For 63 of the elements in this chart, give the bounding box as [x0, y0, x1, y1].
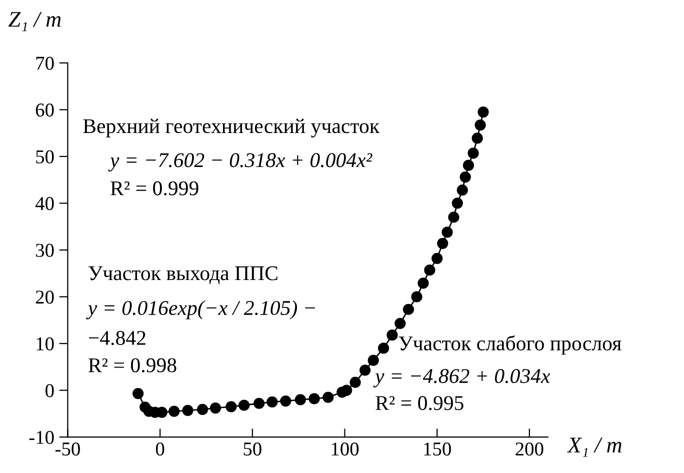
- point: [322, 392, 334, 403]
- point: [452, 198, 463, 209]
- x-tick-label: 200: [516, 442, 544, 456]
- point: [238, 400, 250, 411]
- y-axis-title: Z₁ / m: [8, 12, 61, 32]
- annotation: y = −4.862 + 0.034x: [373, 369, 550, 388]
- y-tick-label: -10: [29, 430, 54, 444]
- annotation: −4.842: [88, 330, 146, 346]
- point: [341, 384, 352, 396]
- annotation: R² = 0.999: [110, 181, 198, 196]
- annotation: Верхний геотехнический участок: [83, 118, 380, 138]
- point: [411, 291, 422, 302]
- annotation: Участок слабого прослоя: [398, 335, 622, 355]
- point: [394, 318, 406, 329]
- point: [226, 401, 237, 412]
- x-tick-label: -50: [55, 442, 80, 456]
- y-tick-label: 30: [36, 244, 54, 257]
- point: [266, 396, 278, 408]
- point: [424, 264, 436, 276]
- point: [386, 330, 398, 341]
- point: [442, 226, 453, 238]
- y-tick-label: 50: [36, 150, 54, 164]
- point: [294, 394, 306, 406]
- point: [308, 393, 320, 404]
- point: [448, 212, 460, 223]
- point: [132, 388, 144, 400]
- point: [196, 404, 208, 416]
- y-tick-label: 70: [36, 56, 54, 70]
- point: [462, 160, 474, 171]
- point: [432, 252, 443, 264]
- point: [168, 406, 180, 417]
- point: [456, 184, 468, 196]
- x-tick-label: 100: [332, 442, 359, 456]
- point: [210, 402, 222, 414]
- point: [468, 148, 479, 159]
- point: [253, 398, 265, 409]
- point: [280, 395, 292, 407]
- y-tick-label: 20: [36, 290, 54, 304]
- y-tick-label: 10: [36, 337, 54, 350]
- point: [368, 354, 379, 366]
- x-axis-title: X₁ / m: [566, 438, 622, 457]
- point: [378, 342, 390, 354]
- annotation: y = −7.602 − 0.318x + 0.004x²: [108, 153, 372, 172]
- y-tick-label: 0: [46, 384, 54, 398]
- x-tick-label: 0: [156, 442, 164, 456]
- point: [182, 404, 194, 416]
- annotation: y = 0.016exp(−x / 2.105) −: [86, 300, 315, 320]
- point: [472, 132, 483, 144]
- point: [437, 238, 448, 249]
- point: [474, 120, 486, 131]
- annotation: Участок выхода ППС: [88, 266, 278, 284]
- point: [418, 278, 429, 289]
- y-tick-label: 40: [35, 197, 54, 210]
- annotation: R² = 0.998: [88, 358, 176, 372]
- y-tick-label: 60: [36, 103, 54, 117]
- point: [359, 364, 371, 376]
- point: [350, 376, 361, 388]
- point: [460, 171, 471, 183]
- x-tick-label: 150: [424, 442, 451, 456]
- point: [478, 106, 489, 118]
- x-tick-label: 50: [244, 442, 262, 456]
- point: [402, 304, 414, 315]
- annotation: R² = 0.995: [376, 396, 464, 410]
